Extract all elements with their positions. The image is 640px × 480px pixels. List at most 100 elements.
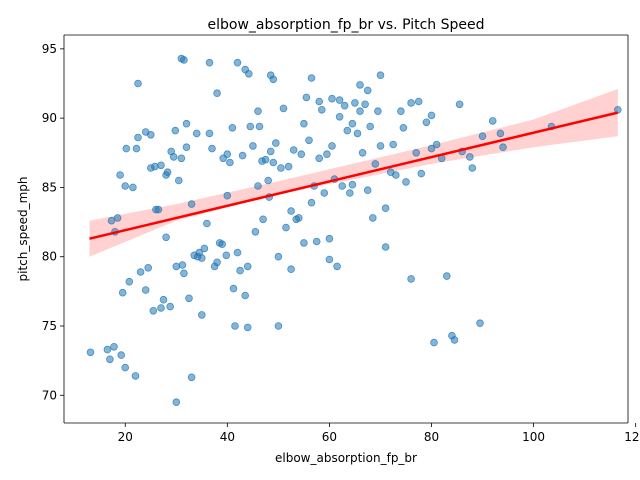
- data-point: [213, 89, 221, 97]
- data-point: [103, 345, 112, 354]
- data-point: [274, 322, 283, 330]
- data-point: [442, 272, 451, 280]
- data-point: [282, 223, 290, 232]
- x-tick-label: 100: [522, 430, 545, 444]
- data-point: [305, 136, 313, 145]
- axes: 20 40 60 80 100 120 70 75 80 85 90 95: [42, 34, 640, 444]
- data-point: [251, 228, 260, 236]
- data-point: [113, 214, 122, 222]
- data-point: [175, 176, 183, 185]
- confidence-band-layer: [89, 89, 618, 257]
- data-point: [412, 149, 421, 157]
- data-point: [325, 234, 334, 243]
- data-point: [226, 158, 234, 167]
- data-point: [122, 144, 131, 153]
- data-point: [241, 291, 250, 300]
- data-point: [223, 150, 232, 159]
- data-point: [356, 107, 364, 115]
- data-point: [307, 74, 316, 82]
- data-point: [468, 164, 477, 172]
- data-point: [159, 295, 168, 304]
- data-point: [144, 263, 153, 272]
- data-point: [110, 342, 118, 351]
- data-point: [205, 58, 214, 67]
- data-point: [345, 189, 354, 197]
- data-point: [284, 162, 293, 171]
- data-point: [118, 288, 127, 297]
- y-axis-label: pitch_speed_mph: [16, 176, 30, 281]
- data-point: [162, 233, 170, 242]
- data-point: [476, 319, 484, 328]
- data-point: [430, 338, 438, 347]
- data-point: [465, 153, 474, 161]
- data-point: [121, 363, 129, 372]
- data-point: [407, 99, 415, 107]
- data-point: [171, 126, 180, 135]
- data-point: [205, 129, 214, 138]
- data-point: [180, 56, 188, 64]
- data-point: [478, 132, 487, 141]
- data-point: [277, 164, 285, 172]
- data-point: [312, 237, 321, 246]
- y-tick-label: 70: [42, 388, 57, 402]
- data-point: [125, 277, 134, 286]
- data-point: [141, 286, 150, 294]
- data-point: [141, 128, 150, 136]
- x-tick-label: 120: [624, 430, 640, 444]
- data-point: [182, 119, 191, 128]
- data-point: [361, 100, 369, 109]
- data-point: [356, 81, 364, 89]
- data-point: [228, 124, 237, 132]
- data-point: [157, 304, 165, 312]
- data-point: [348, 119, 357, 128]
- x-tick-label: 60: [322, 430, 337, 444]
- data-point: [391, 171, 400, 179]
- data-point: [271, 139, 280, 147]
- data-point: [200, 244, 209, 253]
- data-point: [300, 239, 308, 247]
- data-point: [187, 373, 196, 382]
- data-point: [132, 144, 141, 153]
- data-point: [134, 133, 142, 142]
- data-point: [363, 86, 372, 95]
- data-point: [381, 243, 390, 251]
- data-point: [335, 113, 344, 121]
- data-point: [131, 372, 140, 380]
- data-point: [243, 262, 252, 271]
- data-point: [368, 214, 377, 222]
- data-point: [432, 140, 441, 149]
- data-point: [208, 144, 216, 153]
- data-point: [149, 306, 158, 315]
- data-point: [229, 284, 238, 293]
- plot-area: [64, 35, 628, 423]
- data-point: [254, 107, 262, 115]
- data-point: [414, 97, 423, 106]
- data-point: [203, 219, 211, 228]
- data-point: [254, 182, 262, 190]
- x-tick-label: 40: [220, 430, 235, 444]
- data-point: [198, 254, 206, 262]
- data-point: [323, 150, 331, 159]
- data-point: [340, 101, 349, 110]
- data-point: [333, 262, 341, 271]
- data-point: [255, 122, 264, 131]
- data-point: [389, 140, 398, 149]
- y-tick-label: 80: [42, 250, 57, 264]
- data-point: [287, 265, 295, 274]
- data-point: [192, 129, 201, 138]
- data-point: [117, 351, 125, 359]
- data-point: [287, 207, 295, 215]
- data-point: [172, 398, 181, 407]
- data-point: [177, 154, 186, 163]
- data-point: [243, 323, 252, 332]
- data-point: [348, 180, 357, 189]
- data-point: [353, 129, 362, 138]
- data-point: [169, 153, 178, 161]
- data-point: [180, 269, 188, 278]
- data-point: [213, 258, 221, 267]
- data-point: [185, 294, 193, 303]
- data-point: [106, 355, 114, 364]
- data-point: [402, 178, 410, 186]
